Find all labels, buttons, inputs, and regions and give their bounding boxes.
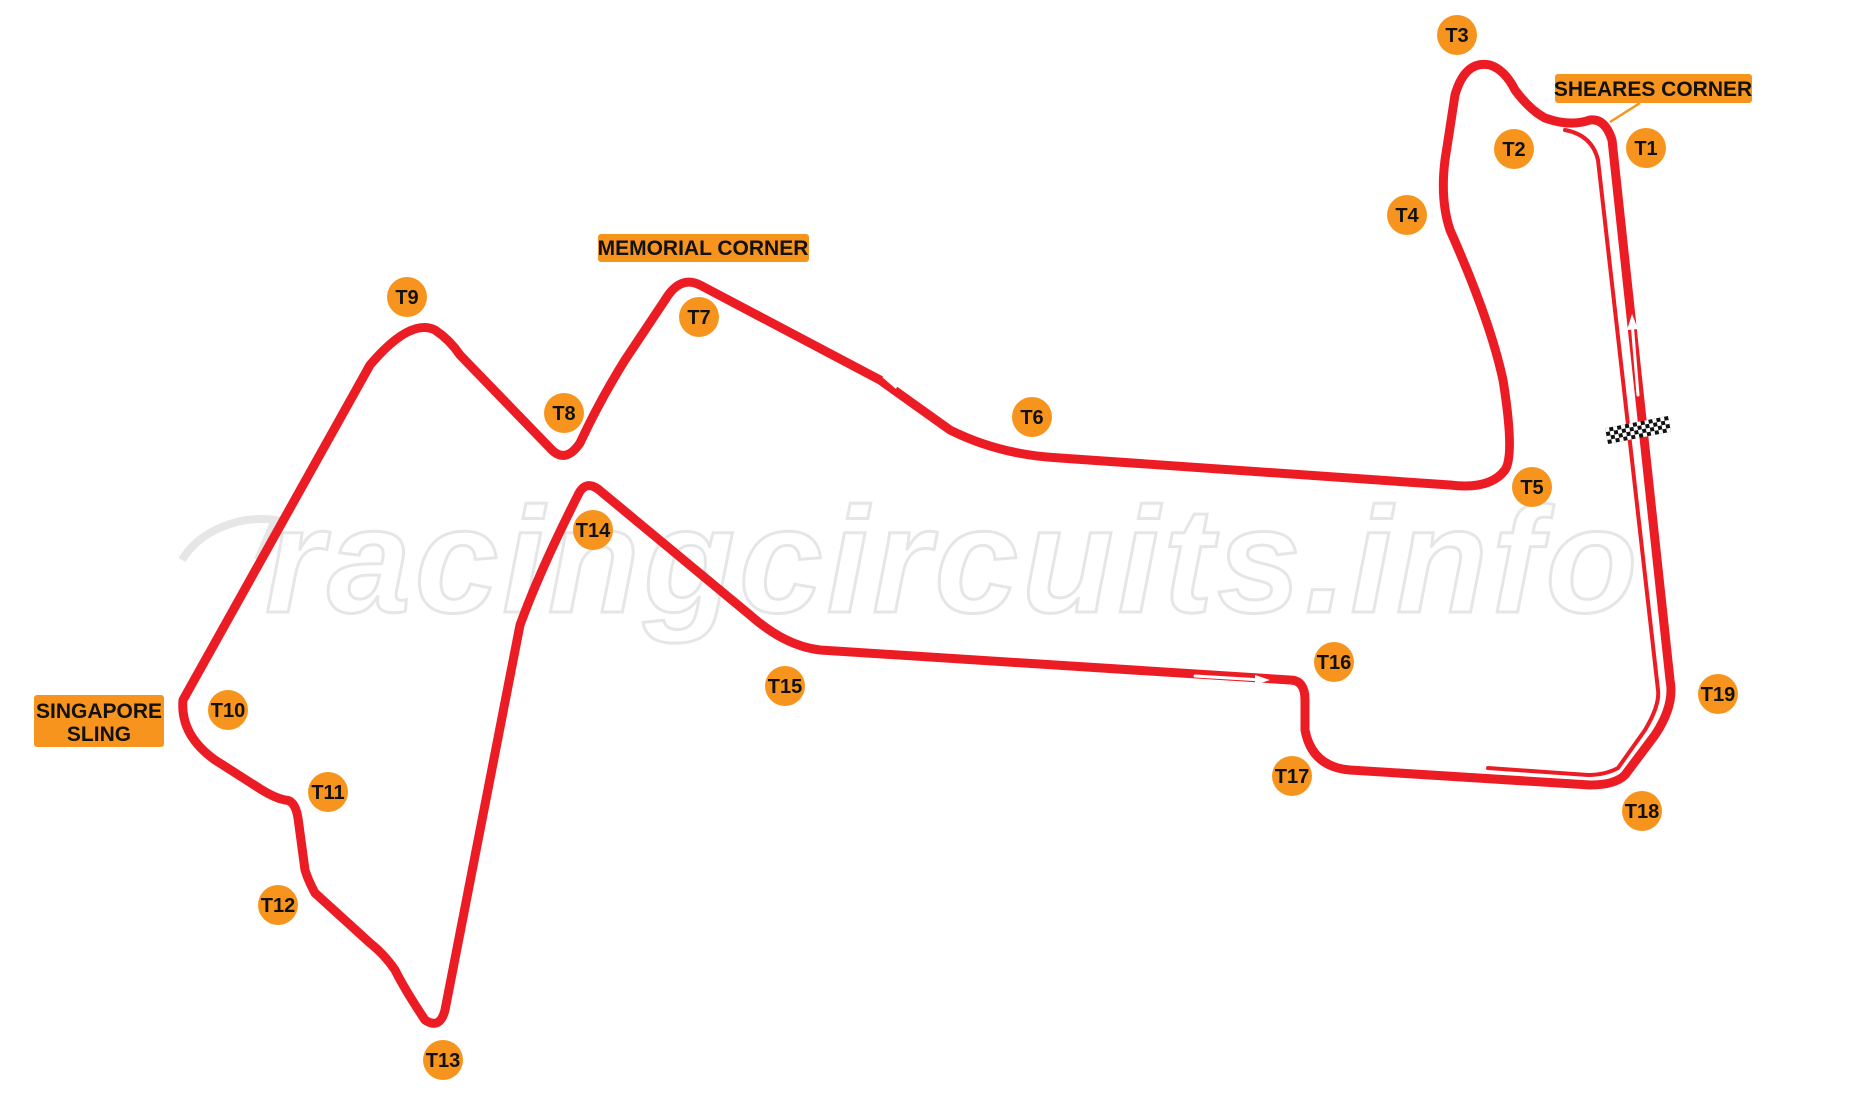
pit-lane xyxy=(1486,128,1661,778)
turn-marker-t15: T15 xyxy=(765,666,805,706)
direction-arrow-icon xyxy=(1627,314,1640,397)
turn-marker-t17: T17 xyxy=(1272,756,1312,796)
turn-marker-t5: T5 xyxy=(1512,467,1552,507)
turn-marker-t14: T14 xyxy=(573,510,613,550)
svg-text:T5: T5 xyxy=(1520,477,1543,499)
track-line xyxy=(178,59,1676,1028)
watermark-logo-icon xyxy=(178,515,281,563)
svg-text:T11: T11 xyxy=(311,782,344,804)
turn-marker-t3: T3 xyxy=(1437,15,1477,55)
svg-text:T3: T3 xyxy=(1445,25,1468,47)
corner-name-text: SINGAPORE xyxy=(36,700,162,723)
svg-text:T2: T2 xyxy=(1502,139,1525,161)
turn-marker-t8: T8 xyxy=(544,393,584,433)
turn-marker-t7: T7 xyxy=(679,297,719,337)
turn-marker-t6: T6 xyxy=(1012,397,1052,437)
svg-text:T9: T9 xyxy=(395,287,418,309)
svg-text:T17: T17 xyxy=(1275,766,1309,788)
svg-text:T14: T14 xyxy=(576,520,611,542)
corner-name-text: SHEARES CORNER xyxy=(1554,78,1752,101)
svg-text:T7: T7 xyxy=(687,307,710,329)
corner-label-memorial: MEMORIAL CORNER xyxy=(598,234,809,262)
watermark-text: racingcircuits.info xyxy=(265,476,1641,644)
svg-text:T4: T4 xyxy=(1395,205,1419,227)
svg-text:T16: T16 xyxy=(1317,652,1351,674)
svg-text:T18: T18 xyxy=(1625,801,1659,823)
svg-text:T13: T13 xyxy=(426,1050,460,1072)
turn-marker-t11: T11 xyxy=(308,772,348,812)
turn-marker-t1: T1 xyxy=(1626,128,1666,168)
turn-marker-t10: T10 xyxy=(208,690,248,730)
svg-text:T1: T1 xyxy=(1634,138,1657,160)
direction-arrow-icon xyxy=(882,377,952,412)
corner-label-singapore-sling: SINGAPORE SLING xyxy=(34,695,164,747)
watermark: racingcircuits.info xyxy=(178,475,1641,646)
svg-text:T8: T8 xyxy=(552,403,575,425)
corner-label-sheares: SHEARES CORNER xyxy=(1554,74,1752,124)
svg-text:T15: T15 xyxy=(768,676,802,698)
turn-marker-t16: T16 xyxy=(1314,642,1354,682)
turn-marker-t19: T19 xyxy=(1698,674,1738,714)
corner-name-text: SLING xyxy=(67,723,131,746)
turn-marker-t4: T4 xyxy=(1387,195,1427,235)
svg-text:T12: T12 xyxy=(261,895,295,917)
svg-text:T10: T10 xyxy=(211,700,245,722)
corner-name-text: MEMORIAL CORNER xyxy=(598,237,809,260)
turn-marker-t13: T13 xyxy=(423,1040,463,1080)
turn-marker-t12: T12 xyxy=(258,885,298,925)
turn-marker-t2: T2 xyxy=(1494,129,1534,169)
checkered-flag-line-icon xyxy=(1605,416,1671,444)
turn-marker-t9: T9 xyxy=(387,277,427,317)
svg-text:T19: T19 xyxy=(1701,684,1735,706)
svg-text:T6: T6 xyxy=(1020,407,1043,429)
turn-marker-t18: T18 xyxy=(1622,791,1662,831)
direction-arrow-icon xyxy=(1193,674,1270,685)
